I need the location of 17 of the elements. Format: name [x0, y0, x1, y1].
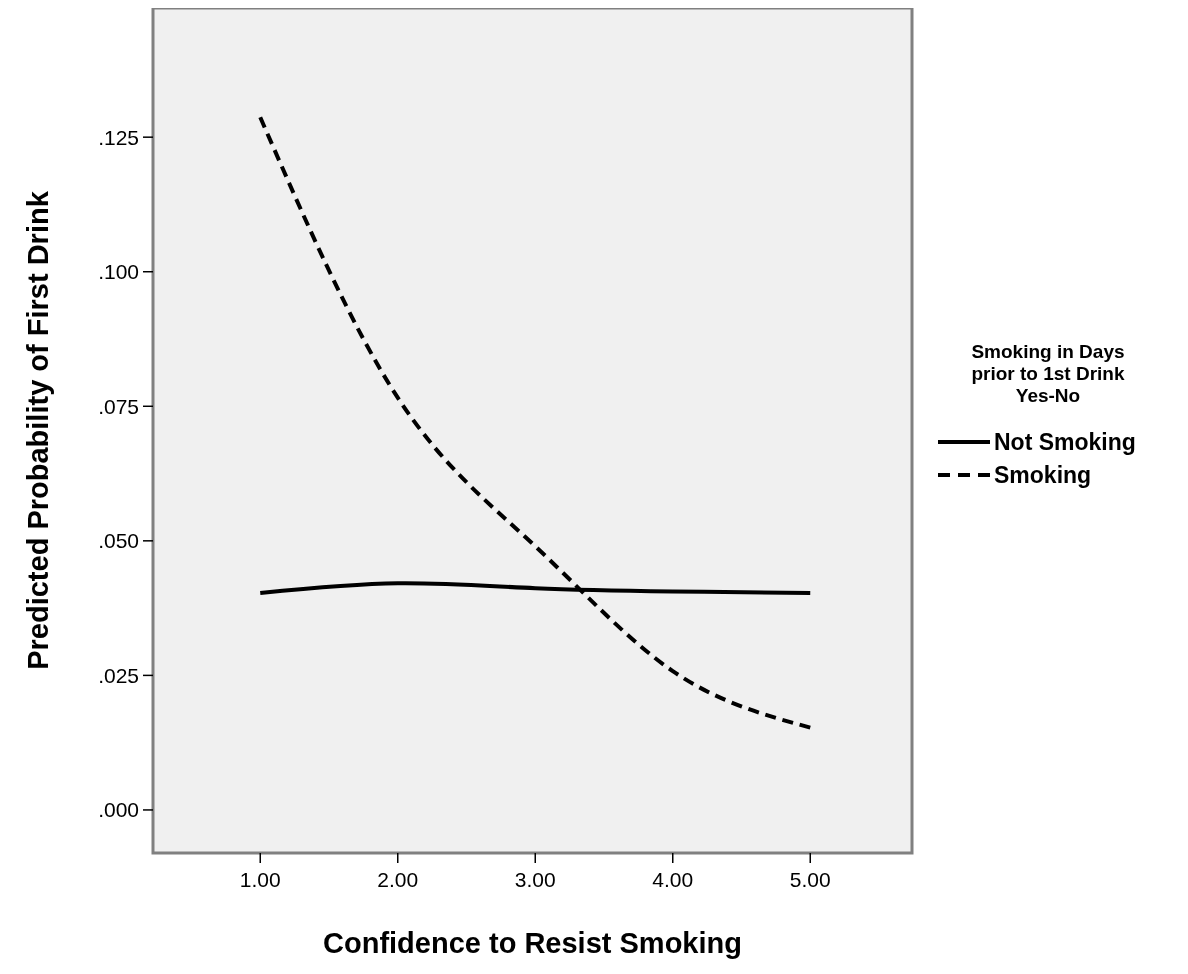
y-tick-label: .050 [98, 529, 139, 553]
line-series [258, 115, 813, 730]
x-tick-label: 5.00 [789, 868, 831, 891]
y-tick-label: .100 [98, 260, 139, 284]
y-tick-label: .000 [98, 798, 139, 822]
y-tick-label: .125 [98, 125, 139, 149]
y-tick-label: .075 [98, 394, 139, 418]
x-tick-label: 2.00 [377, 868, 419, 891]
legend-label: Smoking [994, 462, 1092, 488]
legend-label: Not Smoking [994, 429, 1136, 455]
x-axis-title: Confidence to Resist Smoking [323, 927, 742, 959]
x-tick-label: 3.00 [514, 868, 556, 891]
x-tick-label: 4.00 [652, 868, 694, 891]
y-axis-title: Predicted Probability of First Drink [22, 190, 54, 670]
y-tick-label: .025 [98, 663, 139, 687]
x-tick-label: 1.00 [239, 868, 281, 891]
legend-title: Smoking in Days prior to 1st Drink Yes-No [971, 341, 1125, 406]
